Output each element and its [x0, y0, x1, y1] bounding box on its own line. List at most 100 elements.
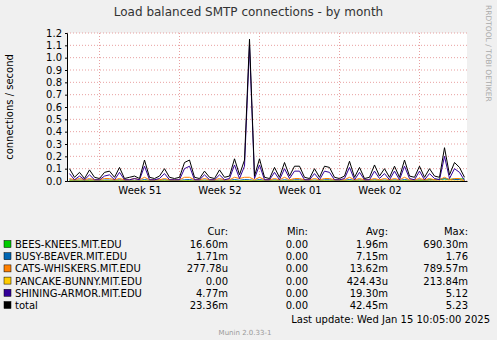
y-tick: 1.1: [46, 40, 67, 51]
x-tick: Week 52: [198, 181, 241, 196]
grid-line-y: [67, 181, 467, 182]
y-tick: 0.2: [46, 151, 67, 162]
y-tick-mark: [65, 156, 67, 157]
grid-line-y: [67, 107, 467, 108]
footer: Munin 2.0.33-1: [219, 329, 272, 337]
y-tick-label: 0.9: [46, 65, 62, 76]
y-axis-title: connections / second: [4, 54, 15, 160]
legend-swatch: [4, 277, 11, 284]
x-tick: Week 01: [278, 181, 321, 196]
x-tick-label: Week 52: [198, 185, 241, 196]
y-tick-mark: [65, 45, 67, 46]
y-tick-label: 0.5: [46, 114, 62, 125]
legend-stat: 4.77m: [196, 288, 228, 299]
y-tick-label: 0.0: [46, 176, 62, 187]
y-tick-mark: [65, 144, 67, 145]
legend-stat: 23.36m: [190, 300, 228, 311]
grid-line-x: [339, 33, 340, 181]
legend-stat: 16.60m: [190, 239, 228, 250]
grid: [67, 33, 467, 181]
legend-label: total: [15, 300, 38, 311]
y-tick-label: 0.2: [46, 151, 62, 162]
x-tick: Week 51: [118, 181, 161, 196]
grid-line-y: [67, 156, 467, 157]
series-line: [70, 45, 465, 180]
y-tick-mark: [65, 82, 67, 83]
series-line: [70, 39, 465, 178]
legend-swatch: [4, 241, 11, 248]
y-tick-label: 0.8: [46, 77, 62, 88]
x-tick: Week 02: [358, 181, 401, 196]
grid-line-y: [67, 33, 467, 34]
legend-header: Min:: [287, 226, 308, 237]
y-tick-label: 0.4: [46, 126, 62, 137]
legend-header: Avg:: [366, 226, 388, 237]
legend-stat: 424.43u: [347, 276, 388, 287]
y-tick-label: 0.7: [46, 89, 62, 100]
grid-line-y: [67, 144, 467, 145]
legend-stat: 13.62m: [350, 263, 388, 274]
legend-stat: 19.30m: [350, 288, 388, 299]
y-tick-label: 0.1: [46, 163, 62, 174]
grid-line-y: [67, 94, 467, 95]
legend-stat: 0.00: [286, 263, 308, 274]
x-tick-label: Week 51: [118, 185, 161, 196]
y-tick: 0.8: [46, 77, 67, 88]
legend-stat: 0.00: [286, 251, 308, 262]
legend: Cur: Min: Avg: Max: BEES-KNEES.MIT.EDU 16.60m…: [4, 226, 468, 311]
legend-stat: 1.71m: [196, 251, 228, 262]
watermark: RRDTOOL / TOBI OETIKER: [484, 5, 493, 102]
legend-stat: 0.00: [286, 239, 308, 250]
grid-line-x: [179, 33, 180, 181]
y-tick: 0.7: [46, 89, 67, 100]
legend-header: Max:: [444, 226, 468, 237]
x-axis: Week 51 Week 52 Week 01 Week 02: [68, 181, 468, 196]
grid-line-y: [67, 119, 467, 120]
y-axis-line: [65, 34, 68, 182]
legend-label: BUSY-BEAVER.MIT.EDU: [15, 251, 127, 262]
y-tick-mark: [65, 107, 67, 108]
legend-header: Cur:: [207, 226, 228, 237]
legend-stat: 1.96m: [356, 239, 388, 250]
series-group: [70, 39, 465, 181]
grid-line-y: [67, 45, 467, 46]
legend-stat: 0.00: [286, 288, 308, 299]
legend-swatch: [4, 253, 11, 260]
legend-label: PANCAKE-BUNNY.MIT.EDU: [15, 276, 142, 287]
legend-stat: 277.78u: [187, 263, 228, 274]
legend-stat: 690.30m: [423, 239, 468, 250]
legend-swatch: [4, 302, 11, 309]
x-tick-label: Week 02: [358, 185, 401, 196]
y-tick-mark: [65, 58, 67, 59]
legend-stat: 0.00: [286, 276, 308, 287]
grid-line-y: [67, 70, 467, 71]
y-tick-mark: [65, 181, 67, 182]
background: [0, 0, 497, 340]
y-tick: 1.2: [46, 28, 67, 39]
legend-stat: 213.84m: [423, 276, 468, 287]
legend-label: BEES-KNEES.MIT.EDU: [15, 239, 122, 250]
y-tick: 0.9: [46, 65, 67, 76]
y-tick: 0.0: [46, 176, 67, 187]
y-tick: 1.0: [46, 52, 67, 63]
y-tick-label: 0.6: [46, 102, 62, 113]
y-tick-mark: [65, 169, 67, 170]
grid-line-y: [67, 82, 467, 83]
y-tick-label: 1.2: [46, 28, 62, 39]
legend-stat: 7.15m: [356, 251, 388, 262]
y-tick: 0.1: [46, 163, 67, 174]
plot-area: [67, 33, 467, 181]
y-tick-label: 1.1: [46, 40, 62, 51]
y-tick: 0.6: [46, 102, 67, 113]
y-tick-mark: [65, 33, 67, 34]
y-tick-mark: [65, 119, 67, 120]
legend-stat: 42.45m: [350, 300, 388, 311]
last-update: Last update: Wed Jan 15 10:05:00 2025: [291, 314, 490, 325]
y-tick-mark: [65, 132, 67, 133]
x-axis-line: [68, 181, 468, 182]
legend-swatch: [4, 265, 11, 272]
legend-swatch: [4, 289, 11, 296]
y-tick-label: 1.0: [46, 52, 62, 63]
x-tick-label: Week 01: [278, 185, 321, 196]
grid-line-y: [67, 57, 467, 58]
